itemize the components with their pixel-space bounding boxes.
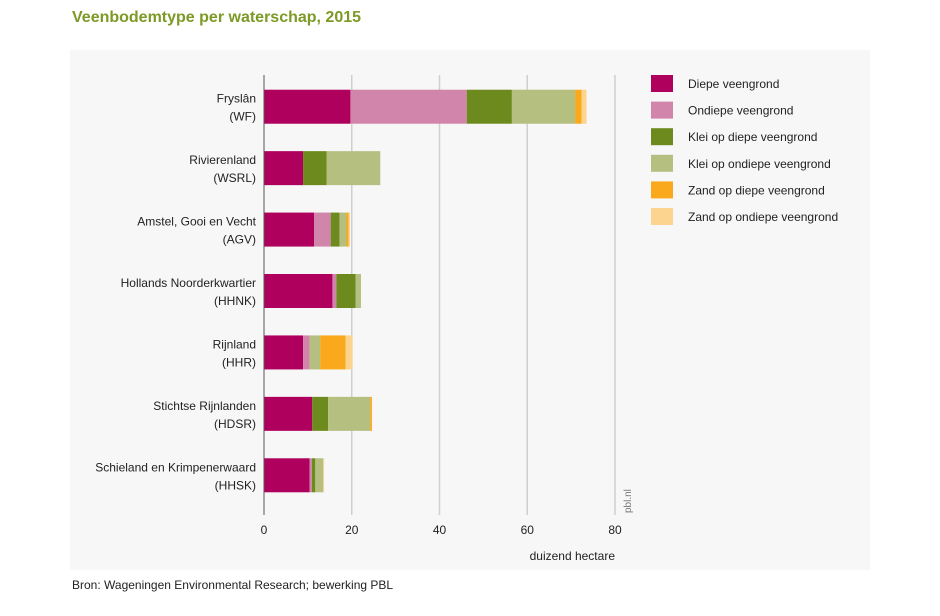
bar-segment — [315, 458, 324, 493]
category-label: Rijnland — [213, 337, 256, 351]
category-label: Rivierenland — [189, 153, 256, 167]
bar-segment — [311, 458, 316, 493]
chart-title: Veenbodemtype per waterschap, 2015 — [72, 9, 362, 26]
gridlines — [351, 75, 616, 515]
x-tick-label: 40 — [433, 523, 447, 537]
bar-segment — [332, 274, 337, 308]
x-tick-label: 60 — [521, 523, 535, 537]
bar-segment — [346, 212, 349, 247]
legend: Diepe veengrond Ondiepe veengrond Klei op … — [651, 75, 838, 225]
bar-segment — [264, 458, 310, 493]
category-label: Stichtse Rijnlanden — [153, 399, 256, 413]
bar-segment — [264, 89, 351, 124]
x-tick-label: 80 — [608, 523, 622, 537]
bar-segment — [336, 274, 356, 308]
source-note: Bron: Wageningen Environmental Research;… — [72, 578, 394, 592]
bar-segment — [264, 274, 333, 308]
bars — [264, 89, 587, 493]
legend-label: Zand op ondiepe veengrond — [688, 210, 838, 224]
category-label: (HDSR) — [214, 417, 256, 431]
category-label: (WF) — [229, 110, 256, 124]
category-labels: Fryslân (WF) Rivierenland (WSRL) Amstel, Goo… — [95, 92, 256, 493]
bar-segment — [314, 212, 331, 247]
legend-label: Klei op diepe veengrond — [688, 130, 817, 144]
legend-label: Zand op diepe veengrond — [688, 183, 825, 197]
category-label: Fryslân — [217, 92, 256, 106]
bar-segment — [303, 335, 310, 370]
bar-segment — [312, 396, 329, 431]
bar-segment — [328, 396, 371, 431]
bar-segment — [350, 89, 467, 124]
legend-swatch — [651, 154, 673, 172]
category-label: (HHR) — [222, 355, 256, 369]
chart-panel — [70, 50, 870, 570]
legend-swatch — [651, 128, 673, 146]
x-axis-label: duizend hectare — [530, 549, 616, 563]
category-label: Hollands Noorderkwartier — [121, 276, 256, 290]
legend-swatch — [651, 75, 673, 92]
bar-segment — [355, 274, 361, 308]
bar-segment — [309, 335, 321, 370]
bar-segment — [323, 458, 325, 493]
bar-segment — [320, 335, 346, 370]
bar-segment — [264, 335, 304, 370]
bar-segment — [466, 89, 512, 124]
legend-swatch — [651, 181, 673, 199]
bar-segment — [339, 212, 347, 247]
category-label: (AGV) — [223, 233, 256, 247]
legend-swatch — [651, 101, 673, 119]
bar-segment — [575, 89, 582, 124]
bar-segment — [581, 89, 587, 124]
category-label: (WSRL) — [213, 171, 256, 185]
watermark: pbl.nl — [623, 489, 634, 513]
legend-label: Diepe veengrond — [688, 77, 779, 91]
x-tick-label: 0 — [261, 523, 268, 537]
bar-segment — [370, 396, 372, 431]
category-label: Amstel, Gooi en Vecht — [137, 215, 256, 229]
legend-label: Ondiepe veengrond — [688, 104, 793, 118]
x-tick-labels: 0 20 40 60 80 — [261, 523, 622, 537]
category-label: Schieland en Krimpenerwaard — [95, 460, 256, 474]
bar-segment — [348, 212, 350, 247]
bar-segment — [264, 212, 315, 247]
bar-segment — [309, 458, 312, 493]
category-label: (HHNK) — [214, 294, 256, 308]
bar-segment — [330, 212, 340, 247]
bar-segment — [264, 396, 313, 431]
bar-segment — [264, 151, 304, 186]
category-label: (HHSK) — [215, 478, 256, 492]
x-tick-label: 20 — [345, 523, 359, 537]
legend-swatch — [651, 208, 673, 225]
bar-segment — [345, 335, 353, 370]
bar-segment — [326, 151, 381, 186]
bar-segment — [511, 89, 576, 124]
bar-segment — [303, 151, 327, 186]
legend-label: Klei op ondiepe veengrond — [688, 157, 831, 171]
